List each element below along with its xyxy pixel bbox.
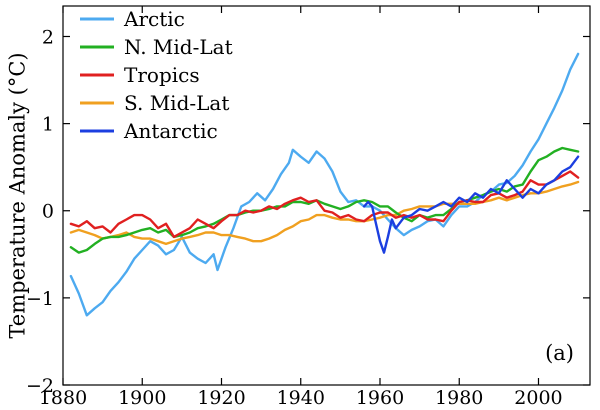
y-tick-label: −2 bbox=[26, 375, 54, 397]
legend-label-tropics: Tropics bbox=[124, 63, 200, 87]
y-tick-label: −1 bbox=[26, 288, 54, 310]
y-tick-label: 1 bbox=[42, 114, 54, 136]
legend: Arctic N. Mid-Lat Tropics S. Mid-Lat Antarct… bbox=[80, 7, 233, 143]
series-layer bbox=[69, 52, 580, 317]
x-tick-label: 1960 bbox=[356, 387, 404, 409]
y-tick-label: 2 bbox=[42, 26, 54, 48]
series-line-s-mid-lat bbox=[69, 180, 580, 246]
legend-label-s-mid-lat: S. Mid-Lat bbox=[124, 91, 229, 115]
series-line-n-mid-lat bbox=[69, 146, 580, 254]
legend-label-arctic: Arctic bbox=[123, 7, 185, 31]
y-tick-label: 0 bbox=[42, 201, 54, 223]
legend-label-antarctic: Antarctic bbox=[123, 119, 218, 143]
x-tick-label: 1920 bbox=[197, 387, 245, 409]
y-axis-title: Temperature Anomaly (°C) bbox=[6, 52, 30, 338]
legend-label-n-mid-lat: N. Mid-Lat bbox=[124, 35, 233, 59]
series-line-antarctic bbox=[362, 155, 580, 254]
x-tick-label: 1980 bbox=[435, 387, 483, 409]
series-line-tropics bbox=[69, 170, 580, 239]
x-tick-label: 1940 bbox=[277, 387, 325, 409]
x-tick-label: 1900 bbox=[118, 387, 166, 409]
plot-frame bbox=[62, 5, 591, 386]
ticks-layer: 1880 1900 1920 1940 1960 1980 2000 −2 −1 0 1 2 bbox=[26, 6, 590, 409]
x-tick-label: 1880 bbox=[39, 387, 87, 409]
panel-label: (a) bbox=[545, 341, 574, 365]
x-tick-label: 2000 bbox=[514, 387, 562, 409]
